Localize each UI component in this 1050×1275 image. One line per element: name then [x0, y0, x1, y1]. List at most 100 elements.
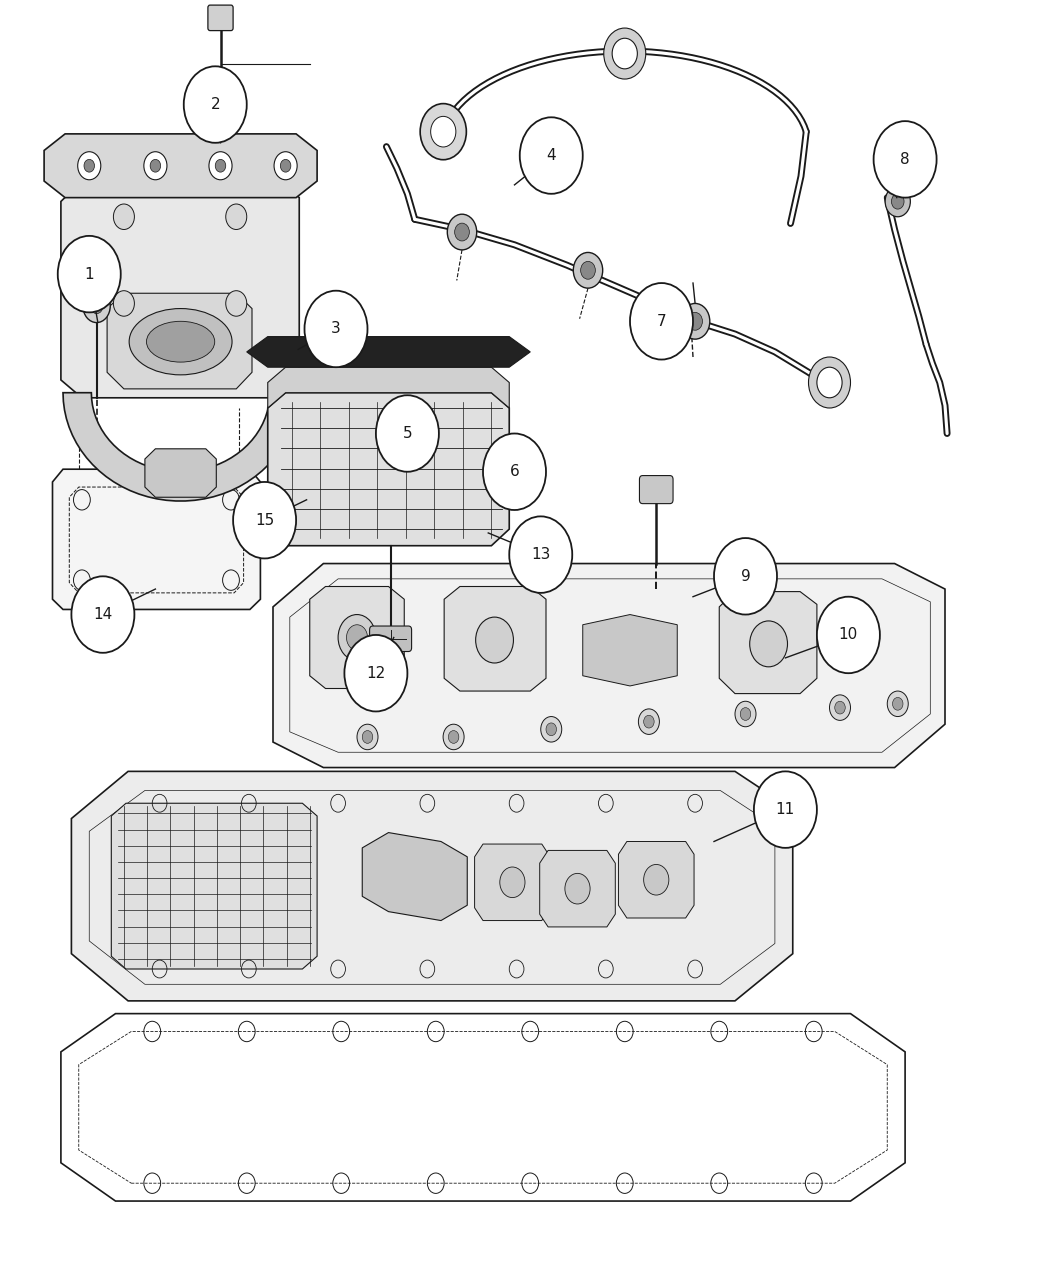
Circle shape — [887, 691, 908, 717]
Circle shape — [520, 117, 583, 194]
Circle shape — [476, 617, 513, 663]
Circle shape — [573, 252, 603, 288]
Circle shape — [714, 538, 777, 615]
Text: 3: 3 — [331, 321, 341, 337]
Circle shape — [274, 152, 297, 180]
Polygon shape — [444, 586, 546, 691]
Circle shape — [754, 771, 817, 848]
FancyBboxPatch shape — [639, 476, 673, 504]
Text: 14: 14 — [93, 607, 112, 622]
Circle shape — [83, 289, 110, 323]
Circle shape — [84, 159, 94, 172]
Circle shape — [184, 66, 247, 143]
Circle shape — [304, 291, 368, 367]
Ellipse shape — [146, 321, 214, 362]
Circle shape — [144, 152, 167, 180]
Circle shape — [376, 395, 439, 472]
Polygon shape — [145, 449, 216, 497]
Polygon shape — [583, 615, 677, 686]
Text: 8: 8 — [900, 152, 910, 167]
Circle shape — [644, 864, 669, 895]
Circle shape — [581, 261, 595, 279]
Circle shape — [430, 116, 456, 147]
Text: 5: 5 — [402, 426, 413, 441]
Polygon shape — [61, 181, 299, 398]
Polygon shape — [111, 803, 317, 969]
Polygon shape — [52, 469, 260, 609]
Circle shape — [638, 709, 659, 734]
Circle shape — [483, 434, 546, 510]
Circle shape — [735, 701, 756, 727]
Circle shape — [78, 152, 101, 180]
Circle shape — [565, 873, 590, 904]
Text: 2: 2 — [210, 97, 220, 112]
Circle shape — [835, 701, 845, 714]
Text: 11: 11 — [776, 802, 795, 817]
Text: 10: 10 — [839, 627, 858, 643]
Polygon shape — [63, 393, 298, 501]
Polygon shape — [719, 592, 817, 694]
Text: 9: 9 — [740, 569, 751, 584]
Circle shape — [740, 708, 751, 720]
Polygon shape — [44, 134, 317, 198]
Circle shape — [362, 731, 373, 743]
Circle shape — [357, 724, 378, 750]
Circle shape — [420, 103, 466, 159]
Polygon shape — [247, 337, 530, 367]
Circle shape — [750, 621, 788, 667]
Text: 15: 15 — [255, 513, 274, 528]
Polygon shape — [475, 844, 550, 921]
Circle shape — [885, 186, 910, 217]
Circle shape — [546, 723, 556, 736]
Polygon shape — [618, 842, 694, 918]
Circle shape — [280, 159, 291, 172]
Circle shape — [830, 695, 850, 720]
Circle shape — [817, 597, 880, 673]
Polygon shape — [362, 833, 467, 921]
Text: 6: 6 — [509, 464, 520, 479]
Circle shape — [344, 635, 407, 711]
Polygon shape — [107, 293, 252, 389]
Circle shape — [808, 357, 850, 408]
Circle shape — [541, 717, 562, 742]
Circle shape — [338, 615, 376, 660]
Circle shape — [612, 38, 637, 69]
Ellipse shape — [596, 625, 664, 676]
Circle shape — [233, 482, 296, 558]
Circle shape — [90, 298, 103, 314]
Ellipse shape — [129, 309, 232, 375]
Circle shape — [113, 204, 134, 230]
Polygon shape — [273, 564, 945, 768]
Circle shape — [891, 194, 904, 209]
Circle shape — [71, 576, 134, 653]
Circle shape — [644, 715, 654, 728]
Text: 4: 4 — [546, 148, 556, 163]
Circle shape — [226, 204, 247, 230]
Text: 1: 1 — [84, 266, 94, 282]
Circle shape — [447, 214, 477, 250]
Circle shape — [500, 867, 525, 898]
Text: 13: 13 — [531, 547, 550, 562]
Circle shape — [58, 236, 121, 312]
Circle shape — [448, 731, 459, 743]
FancyBboxPatch shape — [370, 626, 412, 652]
Circle shape — [215, 159, 226, 172]
Text: 12: 12 — [366, 666, 385, 681]
Circle shape — [874, 121, 937, 198]
Polygon shape — [268, 367, 509, 408]
Text: 7: 7 — [656, 314, 667, 329]
Circle shape — [688, 312, 702, 330]
Polygon shape — [310, 586, 404, 688]
Circle shape — [509, 516, 572, 593]
Circle shape — [630, 283, 693, 360]
FancyBboxPatch shape — [208, 5, 233, 31]
Circle shape — [113, 291, 134, 316]
Circle shape — [455, 223, 469, 241]
Circle shape — [817, 367, 842, 398]
Circle shape — [892, 697, 903, 710]
Polygon shape — [540, 850, 615, 927]
Circle shape — [680, 303, 710, 339]
Polygon shape — [268, 393, 509, 546]
Polygon shape — [71, 771, 793, 1001]
Circle shape — [226, 291, 247, 316]
